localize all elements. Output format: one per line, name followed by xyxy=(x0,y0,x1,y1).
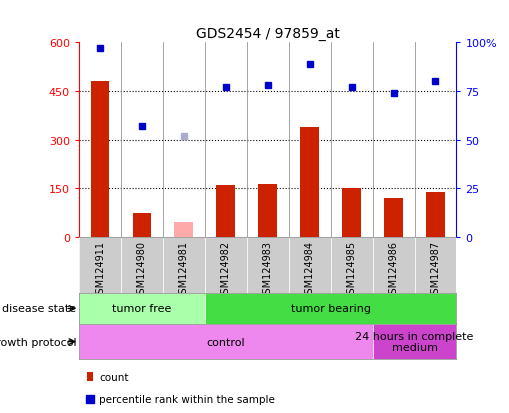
Bar xyxy=(79,237,121,293)
Bar xyxy=(342,188,360,237)
Bar xyxy=(174,223,193,237)
Title: GDS2454 / 97859_at: GDS2454 / 97859_at xyxy=(195,27,339,41)
Text: GSM124984: GSM124984 xyxy=(304,240,314,299)
Bar xyxy=(121,237,162,293)
Text: 24 hours in complete
medium: 24 hours in complete medium xyxy=(355,331,473,353)
Bar xyxy=(87,372,93,381)
Bar xyxy=(372,324,456,359)
Bar xyxy=(300,128,319,237)
Text: GSM124981: GSM124981 xyxy=(179,240,188,299)
Text: GSM124987: GSM124987 xyxy=(430,240,440,299)
Bar xyxy=(330,237,372,293)
Text: GSM124986: GSM124986 xyxy=(388,240,398,299)
Text: GSM124983: GSM124983 xyxy=(262,240,272,299)
Text: tumor free: tumor free xyxy=(112,304,172,314)
Text: GSM124980: GSM124980 xyxy=(137,240,147,299)
Bar xyxy=(79,293,205,324)
Bar xyxy=(425,192,444,237)
Bar xyxy=(91,82,109,237)
Bar xyxy=(383,199,402,237)
Text: count: count xyxy=(99,372,129,382)
Text: control: control xyxy=(206,337,245,347)
Text: tumor bearing: tumor bearing xyxy=(290,304,370,314)
Text: disease state: disease state xyxy=(3,304,76,314)
Bar xyxy=(414,237,456,293)
Bar xyxy=(258,184,277,237)
Bar xyxy=(216,186,235,237)
Text: GSM124982: GSM124982 xyxy=(220,240,231,299)
Bar xyxy=(162,237,205,293)
Bar xyxy=(372,237,414,293)
Text: growth protocol: growth protocol xyxy=(0,337,76,347)
Bar xyxy=(246,237,288,293)
Bar xyxy=(205,237,246,293)
Bar xyxy=(205,293,456,324)
Text: GSM124911: GSM124911 xyxy=(95,240,105,299)
Bar xyxy=(288,237,330,293)
Text: percentile rank within the sample: percentile rank within the sample xyxy=(99,394,275,404)
Text: GSM124985: GSM124985 xyxy=(346,240,356,299)
Bar xyxy=(132,213,151,237)
Bar xyxy=(79,324,372,359)
